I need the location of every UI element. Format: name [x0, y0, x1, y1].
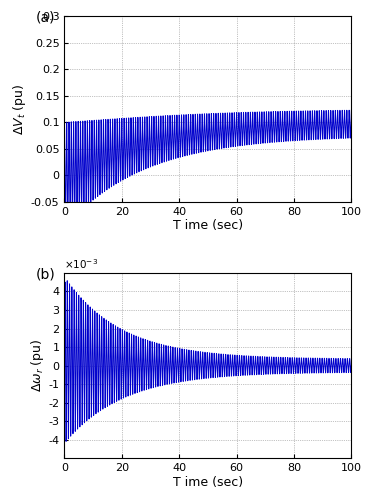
Text: $\times 10^{-3}$: $\times 10^{-3}$	[65, 257, 98, 271]
Text: (b): (b)	[36, 268, 56, 281]
Y-axis label: $\Delta \omega_r$ (pu): $\Delta \omega_r$ (pu)	[29, 339, 46, 392]
Y-axis label: $\Delta V_t$ (pu): $\Delta V_t$ (pu)	[11, 84, 28, 134]
Text: (a): (a)	[36, 11, 55, 25]
X-axis label: T ime (sec): T ime (sec)	[173, 476, 243, 489]
X-axis label: T ime (sec): T ime (sec)	[173, 220, 243, 232]
